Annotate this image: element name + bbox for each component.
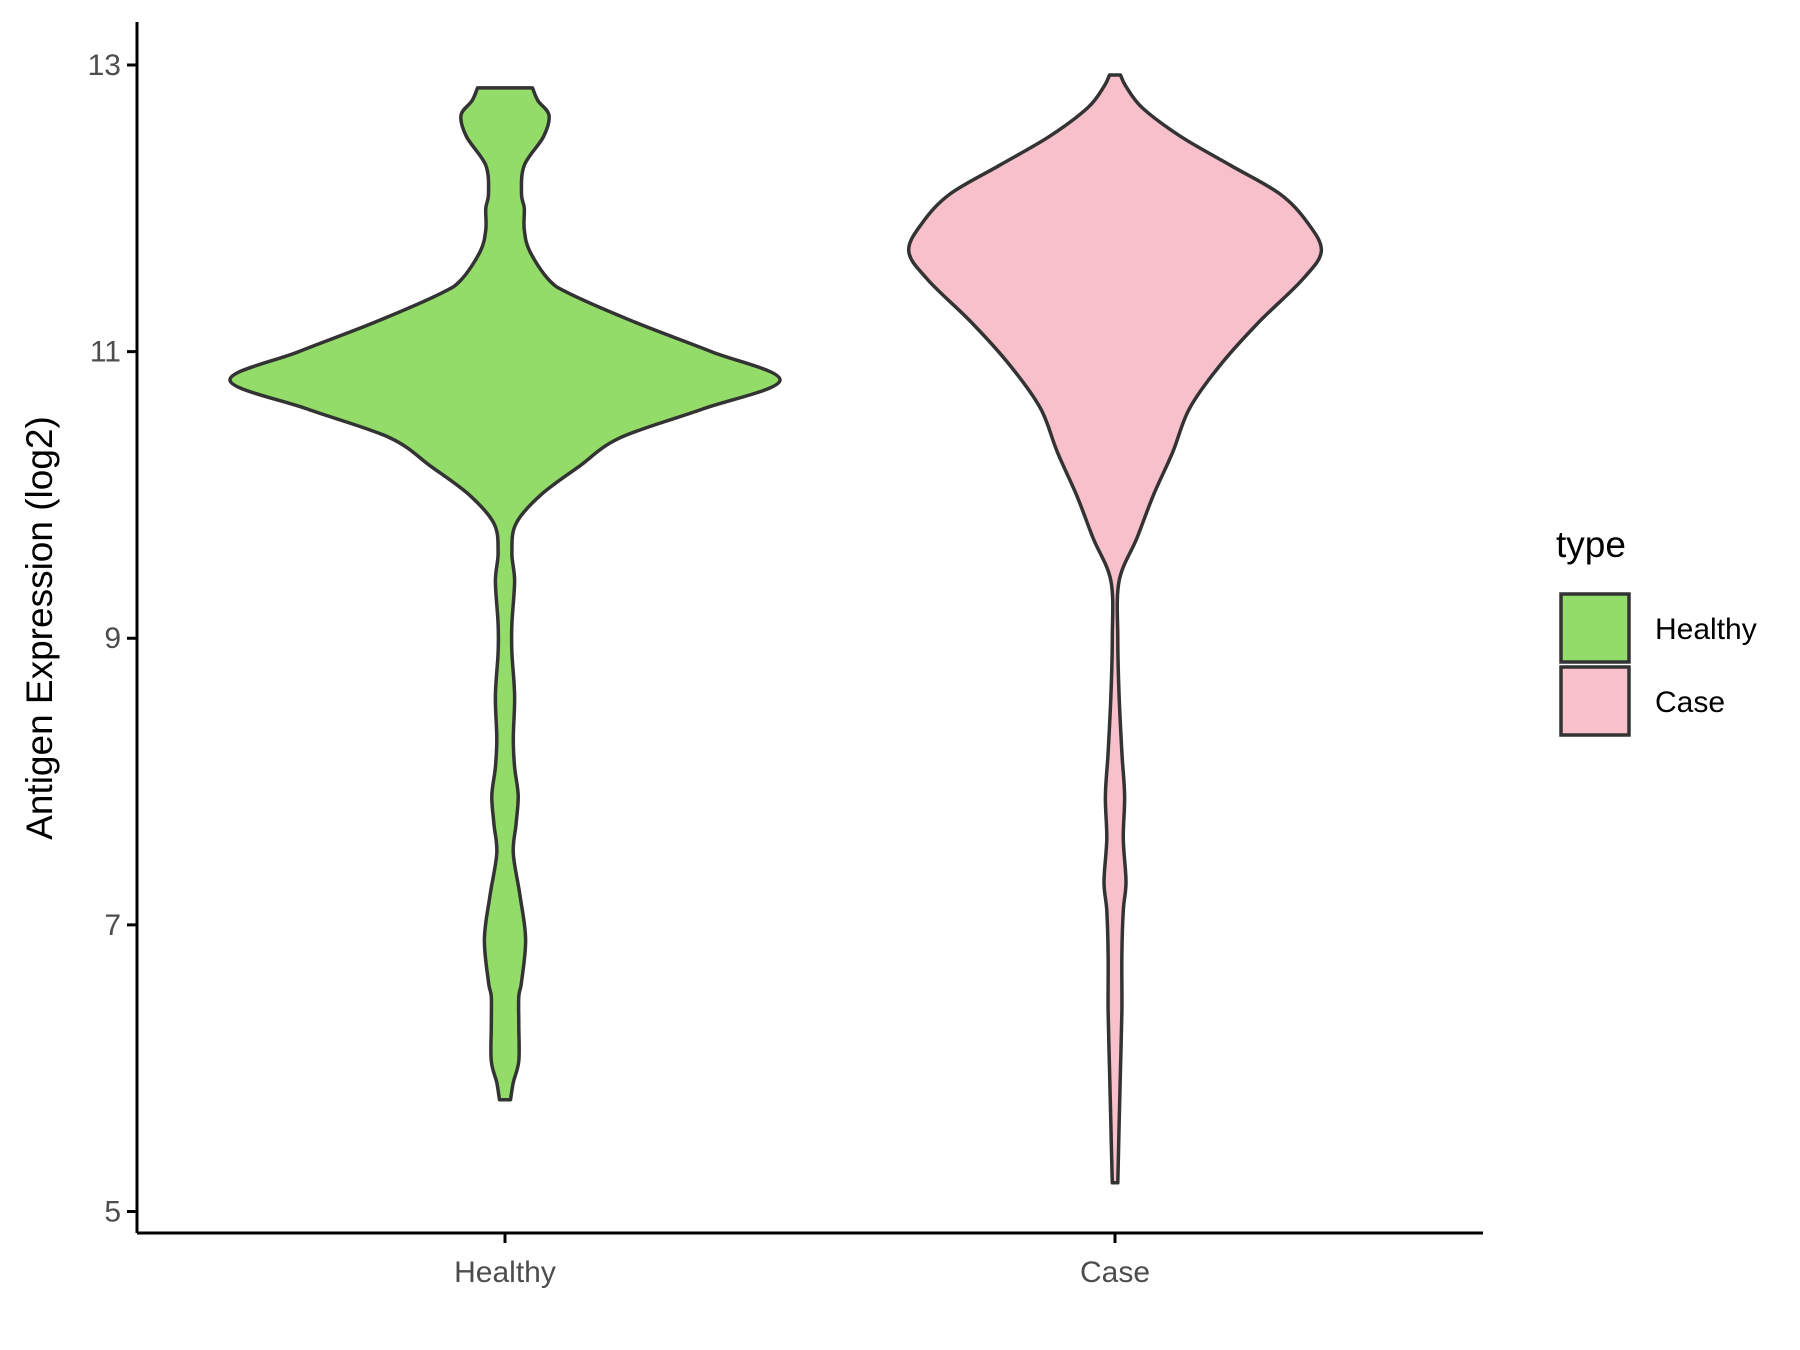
legend-label-healthy: Healthy [1655,613,1757,646]
violin-case [907,73,1324,1185]
y-tick-label: 5 [104,1196,121,1229]
violin-healthy [228,86,782,1102]
axes: 5 7 9 11 13 Healthy Case [88,22,1483,1289]
legend: type Healthy Case [1556,524,1757,737]
violin-layer [228,73,1324,1185]
y-ticks: 5 7 9 11 13 [88,49,137,1229]
legend-key-case [1559,665,1631,737]
legend-items: Healthy Case [1559,592,1757,737]
legend-label-case: Case [1655,686,1725,719]
y-tick-label: 7 [104,909,121,942]
y-tick-label: 11 [90,336,121,369]
legend-title: type [1556,524,1626,565]
x-ticks: Healthy Case [454,1233,1150,1289]
y-tick-label: 9 [104,622,121,655]
x-tick-label: Healthy [454,1256,556,1289]
x-tick-label: Case [1080,1256,1150,1289]
y-axis-title: Antigen Expression (log2) [19,416,60,840]
legend-key-healthy [1559,592,1631,664]
y-tick-label: 13 [88,49,121,82]
